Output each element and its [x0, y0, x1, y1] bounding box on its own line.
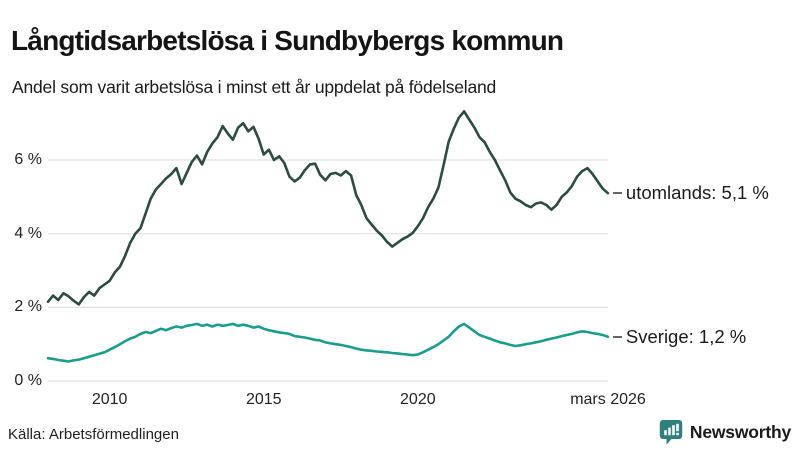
x-tick-2: 2020: [400, 391, 436, 408]
newsworthy-logo-icon: [659, 420, 683, 445]
label-leader-dash: [612, 335, 622, 338]
gridlines: [48, 159, 608, 382]
x-tick-3: mars 2026: [570, 391, 646, 408]
label-leader-dash: [612, 192, 622, 195]
y-tick-1: 2 %: [14, 298, 42, 316]
y-tick-2: 4 %: [14, 224, 42, 242]
x-tick-1: 2015: [245, 391, 282, 408]
chart-title: Långtidsarbetslösa i Sundbybergs kommun: [11, 24, 564, 56]
series-label-text: utomlands: 5,1 %: [625, 182, 769, 204]
source-note: Källa: Arbetsförmedlingen: [8, 426, 179, 443]
chart-subtitle: Andel som varit arbetslösa i minst ett å…: [12, 76, 497, 97]
series-label-text: Sverige: 1,2 %: [625, 325, 747, 347]
series-label-sverige: Sverige: 1,2 %: [612, 325, 747, 349]
brand-name: Newsworthy: [689, 422, 791, 442]
y-tick-0: 0 %: [14, 372, 42, 389]
y-tick-3: 6 %: [14, 151, 42, 169]
series-label-utomlands: utomlands: 5,1 %: [612, 181, 769, 205]
series-utomlands: [46, 110, 610, 306]
newsworthy-brand[interactable]: Newsworthy: [659, 419, 791, 446]
series-sverige: [46, 322, 610, 363]
x-tick-0: 2010: [91, 391, 128, 408]
